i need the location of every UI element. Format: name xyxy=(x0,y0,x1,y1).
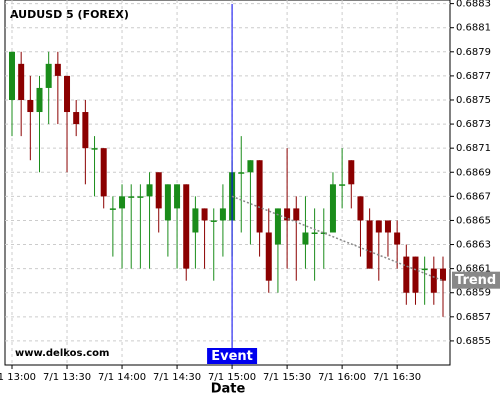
candle-body xyxy=(201,208,208,221)
candle-body xyxy=(91,148,98,150)
candle-body xyxy=(302,232,309,245)
y-tick-label: 0.6863 xyxy=(456,240,491,251)
candle-body xyxy=(320,232,327,234)
candle-body xyxy=(119,196,126,209)
candle-body xyxy=(430,268,437,293)
y-tick-label: 0.6883 xyxy=(456,0,491,10)
candle-body xyxy=(100,148,107,197)
y-tick-label: 0.6867 xyxy=(456,191,491,202)
candle-body xyxy=(348,160,355,185)
candle-body xyxy=(403,256,410,293)
candle-body xyxy=(183,184,190,269)
y-tick-label: 0.6859 xyxy=(456,288,491,299)
x-tick-label: 7/1 16:00 xyxy=(318,372,366,383)
y-tick-label: 0.6855 xyxy=(456,336,491,347)
x-tick-label: 7/1 13:30 xyxy=(43,372,91,383)
x-axis-title: Date xyxy=(211,382,246,397)
candle-body xyxy=(274,208,281,245)
candle-body xyxy=(375,220,382,233)
candle-body xyxy=(439,268,446,281)
candle-body xyxy=(73,112,80,125)
x-tick-label: 7/1 15:30 xyxy=(263,372,311,383)
candle-body xyxy=(27,99,34,113)
candle-body xyxy=(146,184,153,197)
y-tick-label: 0.6881 xyxy=(456,23,491,34)
trend-line xyxy=(231,195,444,282)
x-tick-label: 7/1 14:00 xyxy=(98,372,146,383)
y-tick-label: 0.6871 xyxy=(456,143,491,154)
candle-body xyxy=(54,63,61,76)
candle-body xyxy=(164,184,171,221)
candle-body xyxy=(256,160,263,233)
candle-body xyxy=(265,232,272,281)
candle-body xyxy=(329,184,336,233)
event-label-bg xyxy=(207,348,258,364)
candle-body xyxy=(9,51,15,100)
y-tick-label: 0.6865 xyxy=(456,215,491,226)
candle-body xyxy=(137,196,144,198)
candle-body xyxy=(339,184,346,186)
candle-body xyxy=(82,112,89,149)
candle-body xyxy=(45,63,52,88)
candle-body xyxy=(384,220,391,233)
x-tick-label: 7/1 14:30 xyxy=(153,372,201,383)
candle-body xyxy=(174,184,181,209)
candle-body xyxy=(357,196,364,221)
candle-body xyxy=(219,208,226,221)
candle-body xyxy=(421,268,428,271)
y-tick-label: 0.6857 xyxy=(456,312,491,323)
x-tick-label: 7/1 16:30 xyxy=(373,372,421,383)
candle-body xyxy=(284,208,291,221)
candle-body xyxy=(155,172,162,209)
chart-title: AUDUSD 5 (FOREX) xyxy=(10,8,129,21)
candle-body xyxy=(18,63,25,100)
candle-body xyxy=(247,160,254,173)
plot-frame xyxy=(4,0,451,366)
y-tick-label: 0.6869 xyxy=(456,167,491,178)
candle-body xyxy=(210,220,217,222)
y-tick-label: 0.6879 xyxy=(456,47,491,58)
candle-body xyxy=(293,208,300,221)
x-tick-label: 7/1 15:00 xyxy=(208,372,256,383)
y-tick-label: 0.6877 xyxy=(456,71,491,82)
event-label: Event xyxy=(211,349,253,364)
trend-label: Trend xyxy=(455,273,496,288)
x-tick-label: 7/1 13:00 xyxy=(0,372,36,383)
y-tick-label: 0.6873 xyxy=(456,119,491,130)
candle-body xyxy=(394,232,401,245)
candle-body xyxy=(128,196,135,198)
candle-body xyxy=(366,220,373,269)
y-tick-label: 0.6875 xyxy=(456,95,491,106)
candle-body xyxy=(36,87,43,113)
candle-body xyxy=(238,172,245,174)
watermark: www.delkos.com xyxy=(15,348,109,359)
y-tick-label: 0.6861 xyxy=(456,264,491,275)
trend-label-bg xyxy=(452,271,500,289)
candle-body xyxy=(412,256,419,293)
candle-body xyxy=(64,75,71,113)
candle-body xyxy=(311,232,318,234)
candle-body xyxy=(109,208,116,210)
candle-body xyxy=(192,208,199,233)
